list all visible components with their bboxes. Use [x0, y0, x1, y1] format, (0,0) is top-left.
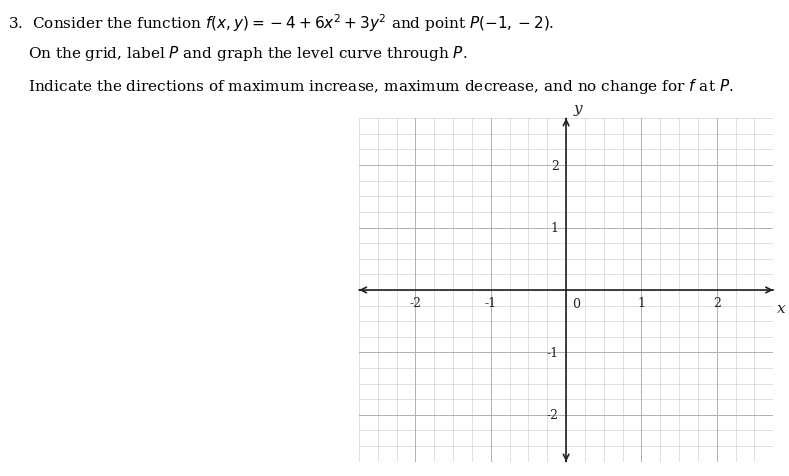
Text: x: x [777, 302, 786, 316]
Text: 2: 2 [551, 159, 559, 172]
Text: -2: -2 [547, 408, 559, 421]
Text: 2: 2 [712, 297, 720, 309]
Text: 3.  Consider the function $f(x, y) = -4 + 6x^2 + 3y^2$ and point $P(-1, -2)$.: 3. Consider the function $f(x, y) = -4 +… [8, 12, 554, 33]
Text: -2: -2 [409, 297, 421, 309]
Text: 1: 1 [551, 221, 559, 235]
Text: -1: -1 [484, 297, 497, 309]
Text: 0: 0 [572, 298, 580, 311]
Text: On the grid, label $P$ and graph the level curve through $P$.: On the grid, label $P$ and graph the lev… [28, 44, 467, 63]
Text: Indicate the directions of maximum increase, maximum decrease, and no change for: Indicate the directions of maximum incre… [28, 77, 733, 96]
Text: -1: -1 [547, 346, 559, 359]
Text: 1: 1 [638, 297, 645, 309]
Text: y: y [574, 102, 582, 116]
